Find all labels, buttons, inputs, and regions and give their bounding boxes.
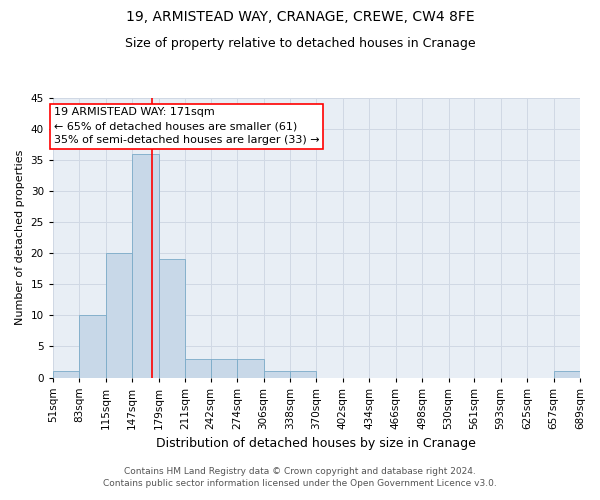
Text: Contains HM Land Registry data © Crown copyright and database right 2024.
Contai: Contains HM Land Registry data © Crown c… — [103, 466, 497, 487]
Y-axis label: Number of detached properties: Number of detached properties — [15, 150, 25, 326]
Bar — [79, 316, 106, 378]
Text: 19, ARMISTEAD WAY, CRANAGE, CREWE, CW4 8FE: 19, ARMISTEAD WAY, CRANAGE, CREWE, CW4 8… — [125, 10, 475, 24]
Bar — [554, 372, 580, 378]
Bar — [106, 254, 132, 378]
Bar — [211, 359, 237, 378]
Bar — [237, 359, 263, 378]
Bar — [53, 372, 79, 378]
Bar — [132, 154, 158, 378]
Bar — [185, 359, 211, 378]
Bar — [158, 260, 185, 378]
Bar — [263, 372, 290, 378]
Text: 19 ARMISTEAD WAY: 171sqm
← 65% of detached houses are smaller (61)
35% of semi-d: 19 ARMISTEAD WAY: 171sqm ← 65% of detach… — [53, 108, 319, 146]
Bar — [290, 372, 316, 378]
X-axis label: Distribution of detached houses by size in Cranage: Distribution of detached houses by size … — [157, 437, 476, 450]
Text: Size of property relative to detached houses in Cranage: Size of property relative to detached ho… — [125, 38, 475, 51]
